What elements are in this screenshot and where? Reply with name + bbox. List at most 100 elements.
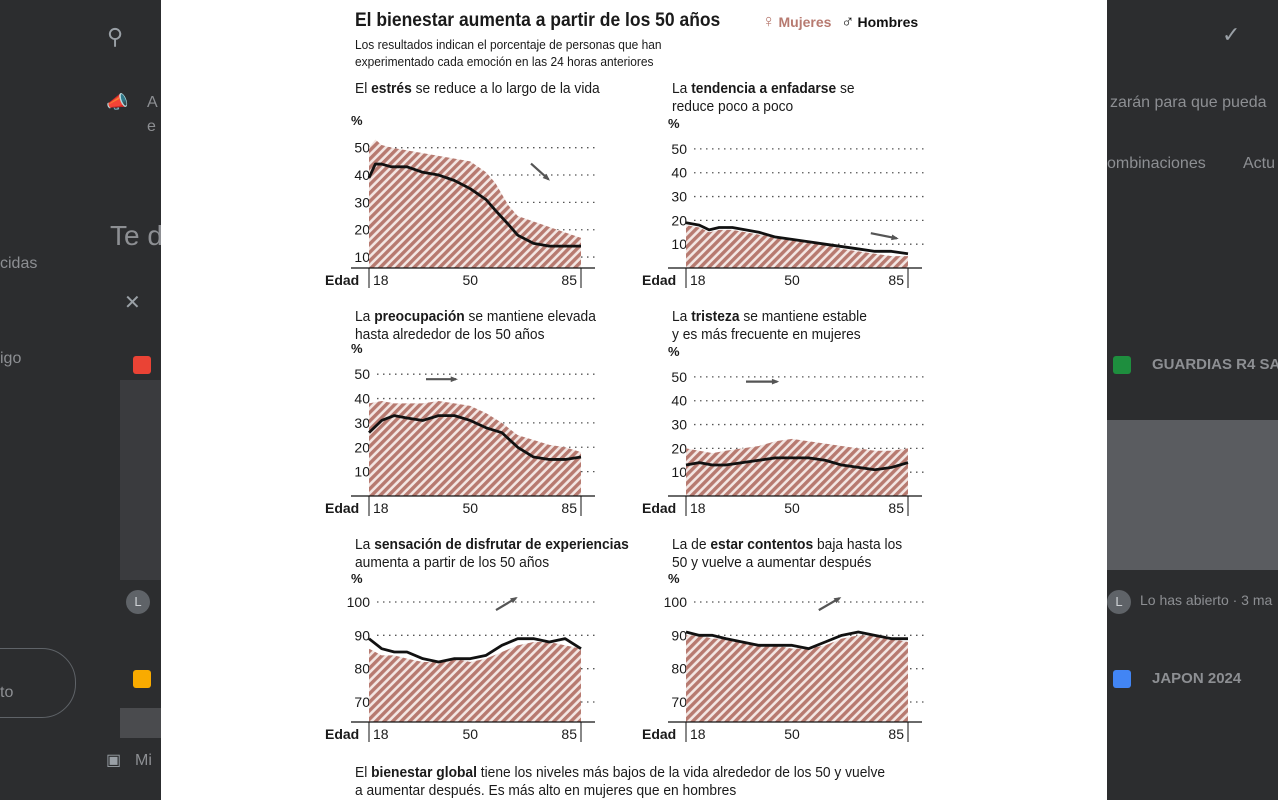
men-line	[368, 637, 582, 664]
left-text-1: cidas	[0, 255, 38, 272]
notice-letter-2: e	[147, 118, 156, 135]
x-tick-label: 18	[690, 500, 706, 516]
close-icon[interactable]: ✕	[124, 292, 141, 314]
x-tick-label: 18	[690, 272, 706, 288]
x-tick-label: 50	[784, 272, 800, 288]
x-tick-label: 50	[784, 500, 800, 516]
file-name-guardias[interactable]: GUARDIAS R4 SA	[1152, 356, 1278, 373]
y-tick-label: 40	[354, 167, 370, 183]
chart-heading-content: La de estar contentos baja hasta los 50 y…	[672, 536, 903, 571]
y-unit-label: %	[668, 116, 680, 131]
new-button-pill[interactable]	[0, 648, 76, 718]
left-text-2: igo	[0, 350, 22, 367]
y-unit-label: %	[668, 344, 680, 359]
women-area	[686, 225, 908, 268]
megaphone-icon: 📣	[106, 92, 129, 112]
chart-content: % 70 80 90 100 Edad 18 50 85	[642, 571, 924, 742]
x-axis-label: Edad	[325, 726, 359, 742]
file-thumbnail-left-2[interactable]	[120, 708, 161, 738]
y-unit-label: %	[351, 571, 363, 586]
figure-panel: El bienestar aumenta a partir de los 50 …	[161, 0, 1107, 800]
trend-arrow-head	[833, 597, 842, 604]
y-tick-label: 50	[671, 369, 687, 385]
women-area	[686, 438, 908, 496]
y-tick-label: 40	[354, 391, 370, 407]
section-title: Te d	[110, 220, 163, 251]
men-line	[685, 456, 909, 472]
y-tick-label: 30	[354, 194, 370, 210]
y-tick-label: 80	[671, 661, 687, 677]
y-unit-label: %	[351, 113, 363, 128]
trend-arrow-head	[450, 376, 458, 383]
y-tick-label: 30	[354, 415, 370, 431]
men-line	[685, 630, 908, 651]
y-tick-label: 10	[671, 236, 687, 252]
file-thumbnail-right[interactable]	[1107, 420, 1278, 570]
trend-arrow-head	[771, 378, 780, 385]
tab-actu[interactable]: Actu	[1243, 155, 1276, 172]
legend-women-label: Mujeres	[778, 14, 832, 30]
check-circle-icon[interactable]: ✓	[1222, 22, 1241, 47]
y-tick-label: 70	[671, 694, 687, 710]
x-tick-label: 50	[784, 726, 800, 742]
x-tick-label: 85	[561, 272, 577, 288]
x-axis-label: Edad	[642, 272, 676, 288]
folder-badge-left	[133, 670, 151, 688]
male-symbol-icon: ♂	[841, 11, 855, 31]
figure-title: El bienestar aumenta a partir de los 50 …	[355, 10, 721, 31]
y-unit-label: %	[351, 341, 363, 356]
x-tick-label: 18	[373, 726, 389, 742]
y-tick-label: 20	[671, 212, 687, 228]
x-tick-label: 50	[462, 272, 478, 288]
chart-enjoyment: % 70 80 90 100 Edad 18 50 85	[325, 571, 597, 742]
women-area	[369, 400, 581, 496]
x-tick-label: 50	[462, 500, 478, 516]
legend-men-label: Hombres	[857, 14, 919, 30]
y-tick-label: 20	[671, 440, 687, 456]
y-unit-label: %	[668, 571, 680, 586]
x-tick-label: 18	[373, 500, 389, 516]
chart-sadness: % 10 20 30 40 50 Edad 18 50 85	[642, 344, 924, 516]
y-tick-label: 70	[354, 694, 370, 710]
x-tick-label: 85	[561, 726, 577, 742]
men-line	[685, 221, 909, 256]
sheets-icon	[1113, 356, 1131, 374]
x-tick-label: 18	[690, 726, 706, 742]
figure-footer: El bienestar global tiene los niveles má…	[355, 764, 886, 799]
men-line	[368, 414, 582, 461]
y-tick-label: 100	[664, 594, 688, 610]
women-area	[369, 642, 581, 722]
y-tick-label: 10	[671, 464, 687, 480]
pdf-icon	[133, 356, 151, 374]
file-thumbnail-left[interactable]	[120, 380, 161, 580]
x-tick-label: 85	[888, 500, 904, 516]
trend-arrow-head	[542, 173, 550, 181]
y-tick-label: 30	[671, 189, 687, 205]
x-tick-label: 85	[561, 500, 577, 516]
chart-anger: % 10 20 30 40 50 Edad 18 50 85	[642, 116, 924, 288]
y-tick-label: 90	[671, 627, 687, 643]
x-tick-label: 18	[373, 272, 389, 288]
trend-arrow-head	[891, 234, 899, 241]
my-label: Mi	[135, 752, 152, 769]
x-axis-label: Edad	[642, 500, 676, 516]
x-tick-label: 50	[462, 726, 478, 742]
file-name-japon[interactable]: JAPON 2024	[1152, 670, 1242, 687]
tab-combinaciones[interactable]: ombinaciones	[1107, 155, 1206, 172]
women-area	[369, 139, 581, 268]
left-text-3: to	[0, 684, 14, 701]
docs-icon	[1113, 670, 1131, 688]
avatar: L	[126, 590, 150, 614]
figure-subtitle: Los resultados indican el porcentaje de …	[355, 37, 662, 69]
x-axis-label: Edad	[325, 500, 359, 516]
search-icon[interactable]: ⚲	[107, 24, 124, 49]
avatar-right: L	[1107, 590, 1131, 614]
legend-men: ♂ Hombres	[841, 11, 918, 32]
y-tick-label: 20	[354, 439, 370, 455]
x-axis-label: Edad	[325, 272, 359, 288]
y-tick-label: 50	[354, 366, 370, 382]
chart-heading-anger: La tendencia a enfadarse se reduce poco a…	[672, 80, 855, 115]
y-tick-label: 10	[354, 464, 370, 480]
y-tick-label: 90	[354, 627, 370, 643]
chart-heading-worry: La preocupación se mantiene elevada hasta…	[355, 308, 596, 343]
